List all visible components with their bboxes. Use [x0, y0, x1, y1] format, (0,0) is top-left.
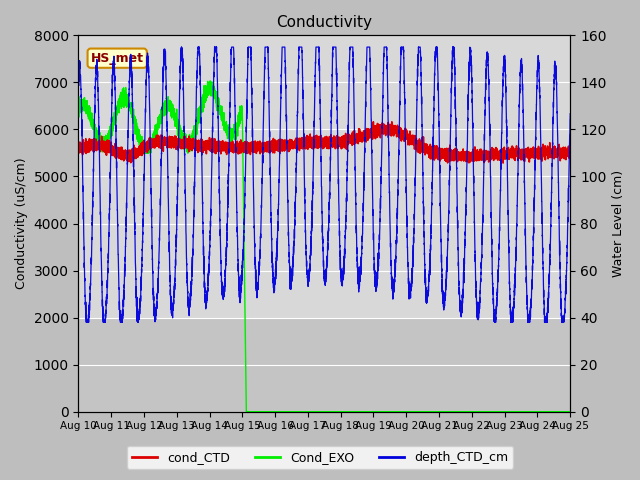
Bar: [79, 318, 570, 412]
Y-axis label: Water Level (cm): Water Level (cm): [612, 170, 625, 277]
Legend: cond_CTD, Cond_EXO, depth_CTD_cm: cond_CTD, Cond_EXO, depth_CTD_cm: [127, 446, 513, 469]
Y-axis label: Conductivity (uS/cm): Conductivity (uS/cm): [15, 158, 28, 289]
Text: HS_met: HS_met: [91, 52, 144, 65]
Title: Conductivity: Conductivity: [276, 15, 372, 30]
